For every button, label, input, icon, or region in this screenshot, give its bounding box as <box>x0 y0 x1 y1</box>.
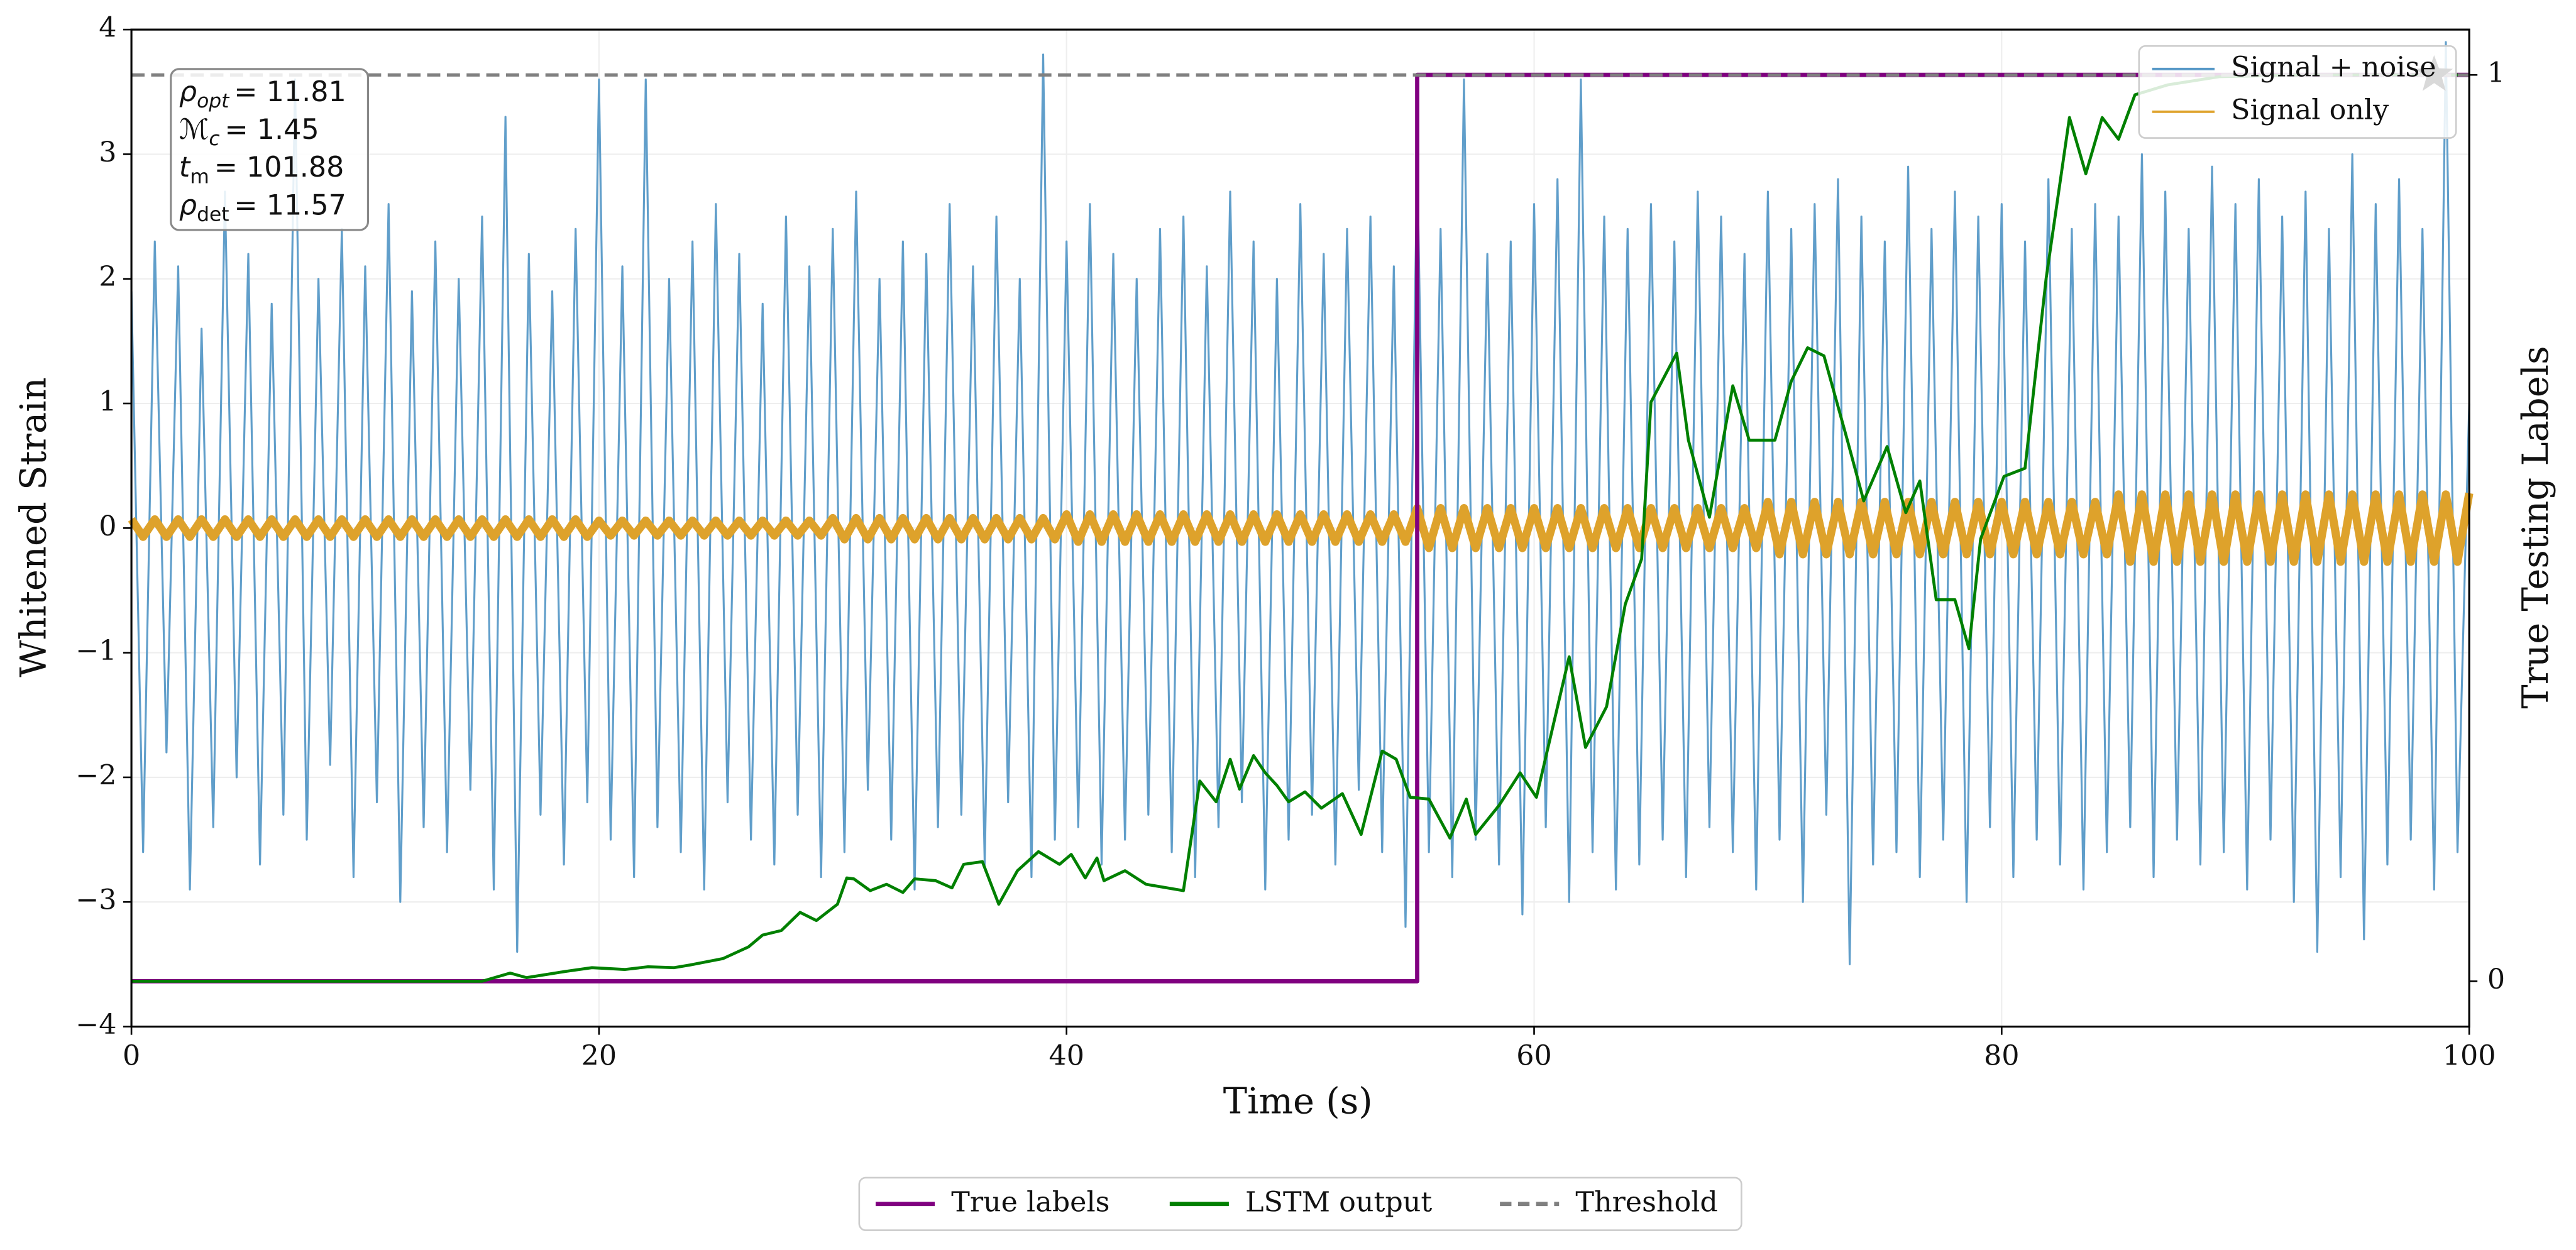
annotation-frame <box>170 68 369 231</box>
annotation-symbol: ρ <box>179 76 197 108</box>
legend-label: LSTM output <box>1245 1186 1432 1218</box>
annotation-value: = 11.57 <box>234 189 346 221</box>
x-axis-label: Time (s) <box>1223 1080 1373 1122</box>
annotation-line: ρdet = 11.57 <box>179 189 346 226</box>
y-tick-label: −3 <box>75 884 116 916</box>
legend-label: Threshold <box>1575 1186 1717 1218</box>
y-tick-label: −1 <box>75 635 116 667</box>
annotation-symbol: ℳ <box>179 114 209 146</box>
annotation-subscript: m <box>190 165 209 188</box>
y-tick-label: −2 <box>75 759 116 791</box>
series-line <box>131 73 2470 983</box>
annotation-line: ℳc = 1.45 <box>179 114 319 150</box>
annotation-subscript: det <box>197 203 229 226</box>
legend-label: Signal only <box>2231 94 2389 126</box>
x-tick-label: 40 <box>1049 1040 1084 1072</box>
x-tick-label: 20 <box>581 1040 617 1072</box>
series-line <box>130 41 2470 965</box>
series-line <box>128 490 2474 566</box>
legend-label: True labels <box>951 1186 1109 1218</box>
annotation-line: tm = 101.88 <box>179 151 344 188</box>
x-tick-label: 80 <box>1984 1040 2020 1072</box>
annotation-subscript: opt <box>197 90 230 112</box>
y2-tick-label: 1 <box>2487 57 2505 89</box>
legend-below: True labels LSTM output Threshold <box>858 1176 1742 1231</box>
legend-frame <box>858 1176 1742 1231</box>
y2-tick-label: 0 <box>2487 963 2505 995</box>
annotation-symbol: t <box>179 151 191 184</box>
y-tick-label: 2 <box>99 261 116 293</box>
y-tick-label: 4 <box>99 12 116 44</box>
annotation-line: ρopt = 11.81 <box>179 76 346 112</box>
plot-area <box>128 41 2474 984</box>
x-tick-label: 0 <box>123 1040 140 1072</box>
y2-axis-label: True Testing Labels <box>2514 346 2557 708</box>
legend-upper-right: Signal + noise Signal only <box>2138 45 2457 139</box>
legend-frame <box>2138 45 2457 139</box>
x-tick-label: 60 <box>1516 1040 1552 1072</box>
annotation-subscript: c <box>209 128 219 150</box>
annotation-value: = 101.88 <box>214 151 344 184</box>
series-line <box>131 72 2470 984</box>
x-tick-label: 100 <box>2443 1040 2496 1072</box>
annotation-value: = 1.45 <box>224 114 319 146</box>
annotation-symbol: ρ <box>179 189 197 221</box>
y-tick-label: 1 <box>99 386 116 418</box>
legend-label: Signal + noise <box>2231 51 2436 83</box>
y-axis-label: Whitened Strain <box>13 377 55 677</box>
annotation-value: = 11.81 <box>234 76 346 108</box>
y-tick-label: 0 <box>99 510 116 542</box>
y-tick-label: 3 <box>99 136 116 168</box>
y-tick-label: −4 <box>75 1009 116 1041</box>
